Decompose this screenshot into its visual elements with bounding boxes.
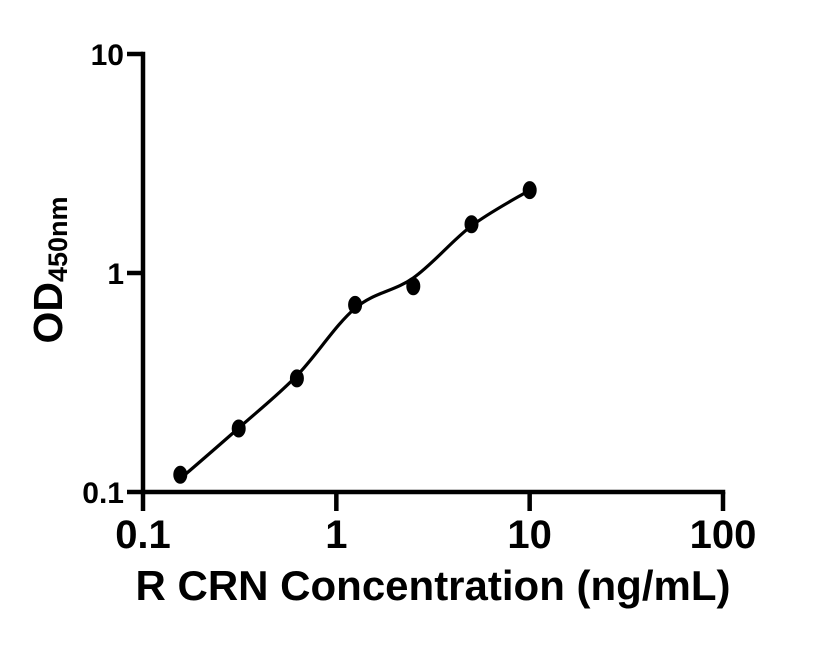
x-axis-tick-label: 100 bbox=[690, 513, 757, 557]
data-point bbox=[348, 295, 363, 314]
data-point-layer bbox=[173, 181, 537, 484]
axis-lines bbox=[140, 51, 726, 495]
y-axis-tick-label: 10 bbox=[91, 39, 124, 72]
x-axis-tick-label: 0.1 bbox=[115, 513, 171, 557]
data-point bbox=[173, 465, 188, 484]
y-axis-tick-label: 1 bbox=[107, 258, 124, 291]
fit-curve-layer bbox=[179, 188, 531, 480]
y-axis-title-main: OD bbox=[25, 282, 71, 344]
x-axis-title: R CRN Concentration (ng/mL) bbox=[136, 562, 731, 609]
tick-label-layer: 0.1 1 10 0.1 1 10 100 bbox=[82, 39, 756, 557]
data-point bbox=[406, 277, 421, 296]
data-point bbox=[289, 369, 304, 388]
y-axis-tick-label: 0.1 bbox=[82, 477, 124, 510]
data-point bbox=[231, 419, 246, 438]
fit-curve bbox=[179, 188, 531, 480]
x-axis-tick-label: 10 bbox=[507, 513, 552, 557]
y-axis-title: OD450nm bbox=[25, 196, 73, 343]
data-point bbox=[522, 181, 537, 200]
y-axis-title-subscript: 450nm bbox=[43, 196, 73, 282]
axes-layer bbox=[127, 51, 726, 511]
x-axis-tick-label: 1 bbox=[325, 513, 347, 557]
data-point bbox=[464, 215, 479, 234]
